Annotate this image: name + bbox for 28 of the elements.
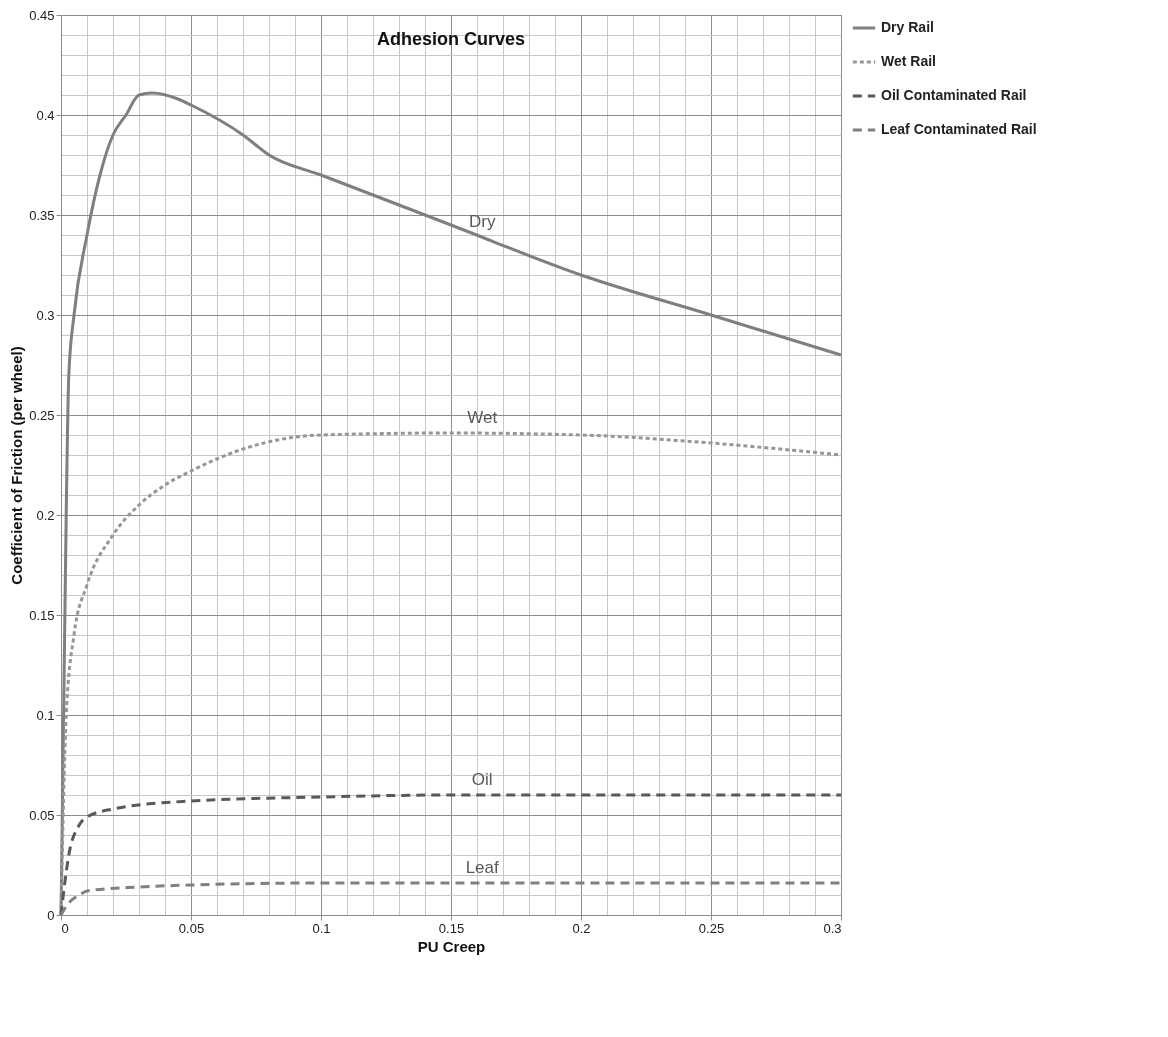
x-tick-label: 0.1 <box>312 920 331 936</box>
y-tick-label: 0.35 <box>29 207 55 223</box>
legend-label: Dry Rail <box>881 19 934 35</box>
x-tick-label: 0.3 <box>823 920 842 936</box>
y-axis-title: Coefficient of Friction (per wheel) <box>8 346 26 585</box>
x-axis-title: PU Creep <box>417 937 486 955</box>
y-tick-label: 0.2 <box>36 507 55 523</box>
annotation: Dry <box>468 212 496 231</box>
line-series <box>59 91 843 917</box>
y-tick-label: 0.3 <box>36 307 55 323</box>
y-tick-label: 0.1 <box>36 707 55 723</box>
annotation: Leaf <box>465 858 500 877</box>
x-tick-label: 0.2 <box>572 920 591 936</box>
legend-label: Leaf Contaminated Rail <box>881 121 1037 137</box>
y-tick-label: 0.45 <box>29 7 55 23</box>
text: Adhesion Curves <box>376 29 526 49</box>
x-tick-label: 0 <box>61 920 69 936</box>
legend-label: Oil Contaminated Rail <box>881 87 1027 103</box>
y-tick-label: 0.4 <box>36 107 55 123</box>
y-tick-label: 0 <box>47 907 55 923</box>
y-tick-label: 0.05 <box>29 807 55 823</box>
x-tick-label: 0.05 <box>178 920 205 936</box>
y-tick-label: 0.25 <box>29 407 55 423</box>
x-tick-label: 0.15 <box>438 920 465 936</box>
y-tick-label: 0.15 <box>29 607 55 623</box>
legend-label: Wet Rail <box>881 53 936 69</box>
x-tick-label: 0.25 <box>698 920 725 936</box>
annotation: Oil <box>471 770 493 789</box>
